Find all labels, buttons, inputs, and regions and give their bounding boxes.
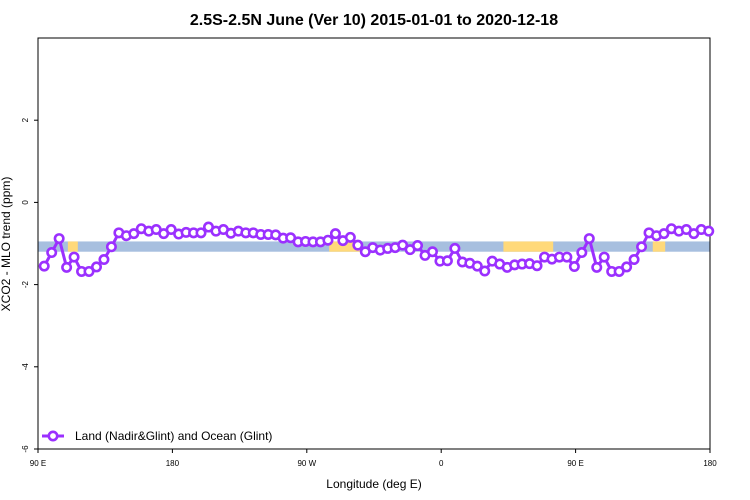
y-tick-label-2: -2 [21,280,30,288]
data-point [568,261,580,273]
x-axis: 90 E 180 90 W 0 90 E 180 [30,449,717,468]
data-point [165,224,177,236]
data-point [531,260,543,272]
y-tick-label-0: -6 [21,445,30,453]
data-point [352,239,364,251]
data-point [61,261,73,273]
legend-label: Land (Nadir&Glint) and Ocean (Glint) [75,429,272,443]
x-tick-label-2: 90 W [297,459,316,468]
x-tick-label-0: 90 E [30,459,46,468]
data-point [83,265,95,277]
land-band-3 [652,241,666,252]
y-axis: -6 -4 -2 0 2 [21,117,38,453]
data-point [441,255,453,267]
land-band-2 [503,241,554,252]
data-point [53,233,65,245]
data-point [658,228,670,240]
data-point [98,254,110,266]
x-tick-label-1: 180 [166,459,180,468]
data-point [329,228,341,240]
data-point [344,231,356,243]
data-point [703,225,715,237]
data-point [128,228,140,240]
data-point [195,227,207,239]
data-point [68,251,80,263]
data-point [426,246,438,258]
y-tick-label-1: -4 [21,363,30,371]
data-point [412,240,424,252]
data-point [479,265,491,277]
data-point [613,265,625,277]
data-point [449,242,461,254]
data-point [628,254,640,266]
x-axis-label: Longitude (deg E) [326,477,421,491]
land-band-0 [67,241,78,252]
x-tick-label-4: 90 E [567,459,583,468]
chart-title: 2.5S-2.5N June (Ver 10) 2015-01-01 to 20… [190,12,558,29]
y-tick-label-4: 2 [21,117,30,122]
data-point [46,247,58,259]
data-point [598,251,610,263]
series-layer [38,221,715,277]
data-point [471,260,483,272]
data-point [397,239,409,251]
x-tick-label-5: 180 [703,459,717,468]
data-point [90,261,102,273]
data-point [636,241,648,253]
legend: Land (Nadir&Glint) and Ocean (Glint) [42,429,272,443]
plot-frame [37,37,711,450]
data-point [105,241,117,253]
data-point [591,261,603,273]
y-axis-label: XCO2 - MLO trend (ppm) [0,177,13,312]
x-tick-label-3: 0 [439,459,444,468]
data-point [38,260,50,272]
data-point [583,233,595,245]
legend-marker [47,430,59,442]
data-point [621,261,633,273]
data-point [322,234,334,246]
data-point [576,247,588,259]
land-band-1 [329,241,362,252]
data-point [561,251,573,263]
y-tick-label-3: 0 [21,200,30,205]
